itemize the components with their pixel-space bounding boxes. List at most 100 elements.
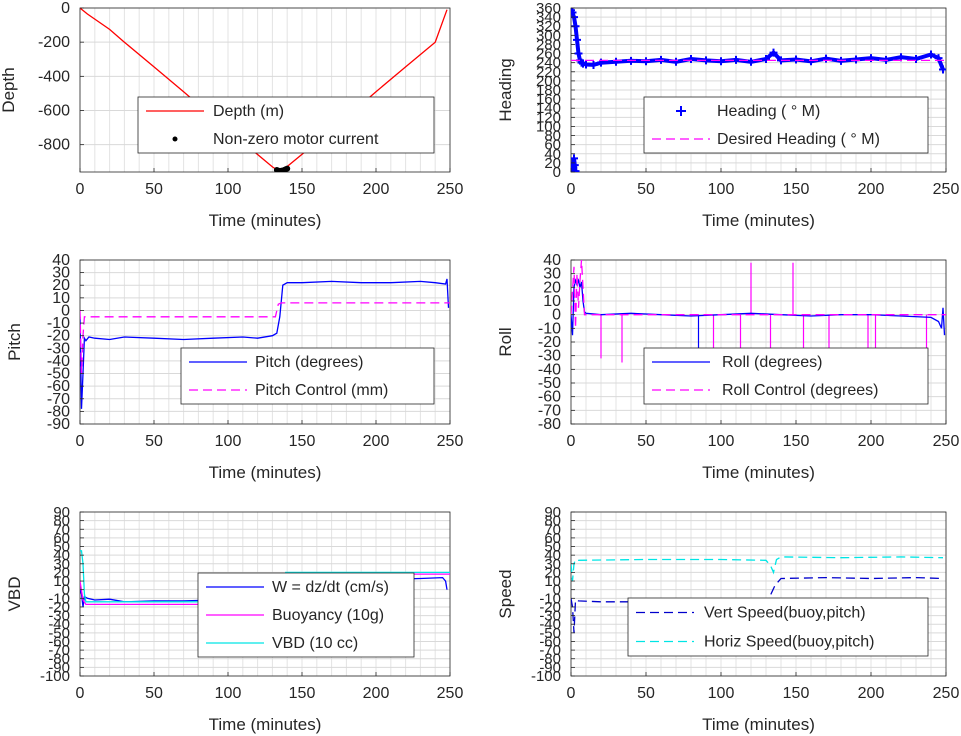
x-axis-label: Time (minutes): [209, 211, 322, 230]
x-tick-label: 0: [567, 181, 576, 198]
legend: Vert Speed(buoy,pitch) Horiz Speed(buoy,p…: [627, 597, 929, 657]
data-point: [571, 8, 577, 17]
y-tick-label: -80: [539, 651, 561, 668]
y-tick-label: -90: [47, 416, 70, 433]
y-tick-label: 30: [53, 556, 70, 573]
x-tick-label: 100: [215, 181, 242, 198]
x-tick-label: 100: [708, 181, 735, 198]
legend-label: Roll Control (degrees): [722, 382, 879, 399]
data-point: [807, 57, 815, 66]
y-tick-label: 160: [536, 91, 561, 108]
y-tick-label: 10: [543, 293, 561, 310]
data-point: [852, 55, 860, 64]
legend-label: Roll (degrees): [722, 354, 822, 371]
legend-label: Depth (m): [213, 103, 284, 120]
x-tick-label: 50: [145, 181, 163, 198]
legend-box: [180, 347, 435, 405]
y-tick-label: -200: [38, 34, 70, 51]
panel-depth: 0 50 100 150 200 250 0 -200 -400 -600 -800 Time (mi…: [0, 0, 463, 230]
y-tick-label: 0: [61, 302, 70, 319]
y-axis-label: VBD: [5, 577, 24, 612]
y-tick-label: -70: [539, 642, 561, 659]
data-point: [672, 57, 680, 66]
y-tick-label: -400: [38, 68, 70, 85]
y-tick-label: 80: [53, 513, 70, 530]
y-tick-label: 10: [53, 573, 70, 590]
y-tick-label: -30: [48, 608, 70, 625]
legend-label: Pitch Control (mm): [255, 382, 388, 399]
y-tick-label: 220: [536, 64, 561, 81]
y-tick-label: 0: [61, 0, 70, 17]
y-tick-label: 20: [544, 564, 561, 581]
legend-label: Desired Heading ( ° M): [717, 131, 880, 148]
data-point: [574, 49, 583, 58]
data-layer: [80, 278, 450, 409]
x-tick-label: 50: [637, 433, 655, 450]
data-point: [747, 57, 755, 66]
x-axis-label: Time (minutes): [702, 463, 815, 482]
y-tick-label: -20: [538, 334, 561, 351]
panel-vbd: 0 50 100 150 200 2509080706050403020100-10-20…: [5, 504, 463, 734]
y-tick-label: -30: [539, 608, 561, 625]
y-tick-label: 30: [52, 265, 70, 282]
x-axis-label: Time (minutes): [702, 211, 815, 230]
y-tick-label: -40: [48, 616, 70, 633]
y-tick-label: -60: [48, 633, 70, 650]
y-tick-label: -10: [538, 320, 561, 337]
y-tick-label: 10: [52, 290, 70, 307]
x-tick-label: 50: [145, 433, 163, 450]
legend-label: Vert Speed(buoy,pitch): [704, 605, 866, 622]
data-point: [769, 48, 778, 57]
x-tick-label: 100: [708, 685, 735, 702]
data-point: [822, 54, 830, 63]
x-tick-label: 250: [933, 433, 960, 450]
x-tick-label: 50: [637, 685, 655, 702]
y-tick-label: 40: [53, 547, 70, 564]
y-tick-label: -60: [538, 389, 561, 406]
data-point: [687, 55, 695, 64]
y-tick-label: 40: [52, 252, 70, 269]
legend-marker: [172, 136, 178, 142]
legend-box: [627, 597, 929, 657]
y-tick-label: -90: [539, 659, 561, 676]
x-axis-label: Time (minutes): [209, 715, 322, 734]
series-line: [571, 556, 944, 582]
y-tick-label: 90: [53, 504, 70, 521]
y-tick-label: 0: [553, 582, 561, 599]
data-point: [642, 57, 650, 66]
y-axis-label: Depth: [0, 67, 18, 112]
x-tick-label: 250: [933, 685, 960, 702]
x-tick-label: 150: [783, 181, 810, 198]
data-point: [571, 154, 578, 163]
x-tick-label: 200: [363, 685, 390, 702]
legend-label: VBD (10 cc): [272, 635, 358, 652]
legend-label: Horiz Speed(buoy,pitch): [704, 634, 874, 651]
y-tick-label: 40: [544, 547, 561, 564]
y-tick-label: 40: [543, 252, 561, 269]
panel-speed: 0 50 100 150 200 2509080706050403020100-10-20…: [496, 504, 959, 734]
y-tick-label: -40: [47, 353, 70, 370]
x-tick-label: 0: [76, 181, 85, 198]
x-tick-label: 200: [858, 181, 885, 198]
y-tick-label: -40: [538, 361, 561, 378]
x-tick-label: 250: [437, 685, 464, 702]
x-tick-label: 50: [637, 181, 655, 198]
legend-label: Buoyancy (10g): [272, 607, 384, 624]
y-tick-label: 20: [543, 279, 561, 296]
data-layer: [80, 8, 448, 172]
x-tick-label: 150: [289, 685, 316, 702]
legend: Depth (m) Non-zero motor current: [137, 96, 435, 154]
y-tick-label: 120: [536, 109, 561, 126]
x-tick-label: 200: [363, 433, 390, 450]
x-tick-label: 0: [76, 433, 85, 450]
y-tick-label: 60: [544, 137, 561, 154]
y-tick-label: 50: [53, 539, 70, 556]
x-tick-label: 50: [145, 685, 163, 702]
data-point: [571, 167, 580, 172]
y-tick-label: 70: [53, 521, 70, 538]
x-tick-label: 250: [933, 181, 960, 198]
y-tick-label: -600: [38, 103, 70, 120]
y-tick-label: -10: [48, 590, 70, 607]
y-tick-label: -20: [539, 599, 561, 616]
legend-box: [643, 96, 929, 154]
